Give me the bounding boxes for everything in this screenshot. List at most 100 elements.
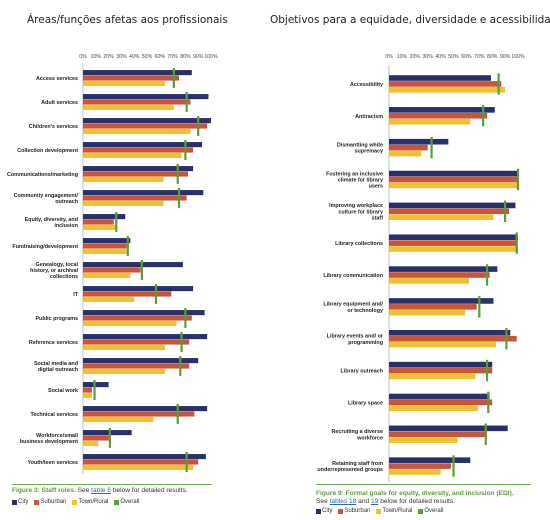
category-label-line: or technology [347,308,383,314]
overall-marker [154,284,158,304]
x-tick-label: 0% [79,54,87,60]
category-label-line: Library events and/ or [327,334,384,340]
category-label: Technical services [30,412,78,418]
category-label-line: underrepresented groups [317,467,383,473]
category-label-line: Children’s services [29,124,78,130]
bar-city [389,298,494,304]
left-caption-pre: See [75,487,92,494]
legend-overall: Overall [114,499,139,505]
category-label: Library events and/ or programming [327,334,384,346]
legend-suburban: Suburban [34,499,66,505]
bar-townrural [83,80,165,86]
bar-suburban [83,291,172,297]
legend-town-swatch [72,499,78,505]
overall-marker [516,168,520,191]
category-label: Community engagement/outreach [14,193,79,205]
category-label-line: Library outreach [340,369,383,375]
category-label-line: Library communication [323,273,383,279]
bar-townrural [389,373,476,380]
bar-city [83,358,199,364]
x-tick-label: 20% [410,54,421,60]
bar-suburban [389,208,509,215]
right-caption-link-table19[interactable]: 19 [371,498,379,506]
bar-city [83,190,204,196]
right-chart-title: Objetivos para a equidade, diversidade e… [270,14,550,26]
bar-suburban [83,243,127,249]
legend-town-swatch [376,508,382,514]
category-label: Communications/marketing [7,172,78,178]
bar-city [83,430,132,436]
overall-marker [197,116,200,136]
category-label-line: Improving workplace [329,203,383,209]
category-label: Public programs [35,316,78,322]
left-caption-link-table[interactable]: table 6 [91,487,111,494]
category-label-line: Workforce/small [36,433,78,439]
legend-city-label: City [18,499,29,505]
x-tick-label: 80% [180,54,191,60]
bar-city [389,266,498,272]
category-label-line: Fundraising/development [12,244,78,250]
bar-townrural [83,416,154,422]
category-label: Reference services [29,340,78,346]
bar-city [83,214,126,220]
right-caption-link-table18[interactable]: tables 18 [329,498,357,506]
left-chart-title: Áreas/funções afetas aos profissionais [27,14,228,26]
right-caption-title: Figure 9: Formal goals for equity, diver… [316,490,514,497]
category-label-line: staff [372,216,384,222]
category-label-line: Fostering an inclusive [326,171,383,177]
category-label: Genealogy, local history, or archival coll… [30,262,78,280]
bar-city [83,70,192,76]
x-tick-label: 50% [142,54,153,60]
category-label-line: workforce [356,435,383,441]
bar-suburban [83,435,110,441]
overall-marker [184,308,187,328]
bar-townrural [389,246,518,252]
category-label-line: users [369,184,383,190]
bar-city [83,310,205,316]
bar-suburban [83,219,114,225]
bar-townrural [389,469,441,475]
bar-townrural [83,224,117,230]
bar-townrural [389,87,506,93]
right-caption-mid: and [356,498,372,506]
bar-suburban [83,123,208,129]
legend-town-label: Town/Rural [78,499,109,505]
bar-suburban [389,335,517,342]
overall-marker [172,68,175,88]
category-label: Library outreach [340,369,383,375]
bar-city [389,361,493,368]
bar-city [83,334,208,340]
right-caption-rule [316,484,531,485]
right-caption-pre: See [316,498,330,506]
bar-suburban [83,459,199,465]
category-label-line: Communications/marketing [7,172,78,178]
category-label: Workforce/small business development [20,433,79,445]
bar-townrural [83,104,174,110]
category-label-line: Social media and [34,361,78,367]
bar-suburban [83,387,92,393]
bar-city [389,329,511,336]
category-label-line: Library collections [335,241,383,247]
category-label: Collection development [17,148,78,154]
bar-townrural [389,437,458,443]
category-label-line: Technical services [30,412,78,418]
legend-town: Town/Rural [72,499,108,505]
category-label-line: Public programs [35,316,78,322]
bar-townrural [83,344,165,350]
category-label-line: Antiracism [355,114,383,120]
legend-suburban-label: Suburban [40,499,67,505]
category-label: Equity, diversity, and inclusion [25,217,78,229]
bar-suburban [389,81,502,87]
overall-marker [185,452,188,472]
left-caption-rule [12,484,212,485]
category-label: Library space [348,400,383,406]
category-label-line: Access services [36,76,78,82]
legend-suburban-label: Suburban [344,508,371,514]
category-label: Children’s services [29,124,78,130]
bar-city [389,75,491,81]
legend-city-swatch [12,499,17,505]
legend-suburban-swatch [34,499,40,505]
overall-marker [180,332,183,352]
bar-townrural [389,214,494,221]
x-tick-label: 70% [167,54,178,60]
